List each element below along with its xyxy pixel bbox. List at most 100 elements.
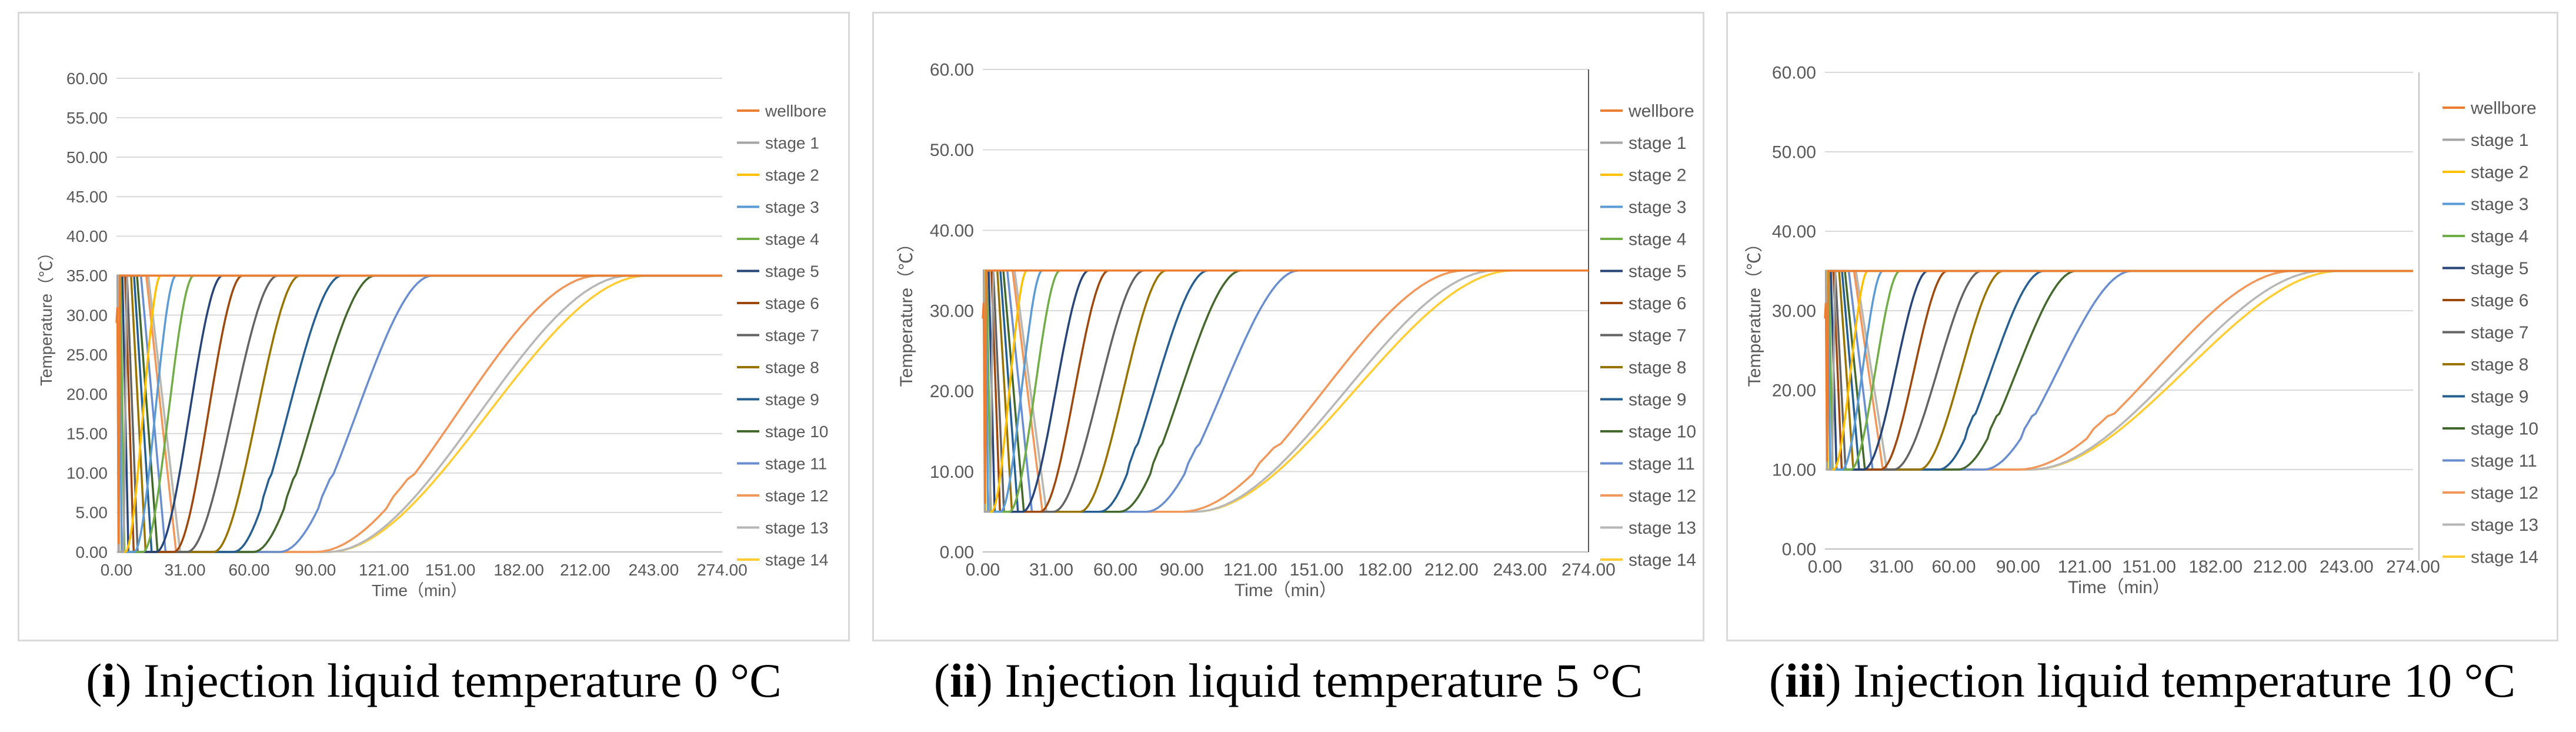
y-tick-label: 25.00 — [66, 345, 108, 364]
y-tick-label: 30.00 — [930, 302, 974, 321]
legend-label: stage 1 — [1629, 134, 1686, 153]
y-axis-label: Temperature（℃） — [897, 235, 916, 387]
series-line-stage-8 — [1825, 269, 2413, 471]
legend-label: stage 13 — [765, 518, 828, 537]
legend-label: stage 12 — [2471, 484, 2538, 503]
x-tick-label: 90.00 — [295, 561, 336, 579]
caption-1: (i) Injection liquid temperature 0 °C — [86, 654, 782, 707]
y-tick-label: 0.00 — [1782, 540, 1816, 560]
series-line-stage-9 — [983, 269, 1589, 513]
legend-label: stage 7 — [1629, 326, 1686, 345]
legend-label: stage 3 — [1629, 198, 1686, 217]
x-tick-label: 121.00 — [2058, 557, 2112, 577]
caption-2: (ii) Injection liquid temperature 5 °C — [933, 654, 1643, 707]
x-tick-label: 274.00 — [2386, 557, 2440, 577]
x-tick-label: 151.00 — [425, 561, 476, 579]
y-tick-label: 10.00 — [930, 463, 974, 482]
series-line-stage-13 — [116, 274, 722, 553]
x-tick-label: 121.00 — [1223, 560, 1277, 580]
legend-label: stage 12 — [1629, 487, 1696, 506]
series-line-stage-12 — [1825, 269, 2413, 471]
legend-label: stage 1 — [765, 134, 819, 152]
y-tick-label: 50.00 — [66, 148, 108, 167]
x-tick-label: 274.00 — [697, 561, 748, 579]
legend-label: wellbore — [765, 102, 826, 120]
legend-label: stage 2 — [2471, 163, 2528, 182]
x-tick-label: 60.00 — [1931, 557, 1976, 577]
series-line-stage-12 — [116, 274, 722, 553]
legend-label: stage 1 — [2471, 131, 2528, 150]
series-line-wellbore — [982, 269, 1589, 504]
chart-1-svg: 0.00 5.00 10.00 15.00 20.00 25.00 30.00 35.00 40… — [37, 69, 828, 600]
x-tick-label: 90.00 — [1996, 557, 2040, 577]
series-line-stage-10 — [983, 269, 1589, 513]
series-line-stage-1 — [116, 274, 722, 553]
series-line-stage-5 — [1825, 269, 2413, 471]
x-axis-label: Time（min） — [1234, 581, 1337, 600]
y-tick-label: 5.00 — [76, 504, 108, 522]
caption-1-num: i — [102, 654, 116, 707]
legend-label: stage 10 — [1629, 422, 1696, 442]
x-tick-label: 0.00 — [966, 560, 1000, 580]
chart-panel-1: 0.00 5.00 10.00 15.00 20.00 25.00 30.00 35.00 40… — [18, 12, 850, 641]
y-tick-label: 40.00 — [930, 221, 974, 241]
x-tick-label: 243.00 — [1493, 560, 1547, 580]
legend-label: stage 5 — [765, 262, 819, 280]
caption-2-text: Injection liquid temperature 5 °C — [992, 654, 1643, 707]
caption-3-num: iii — [1785, 654, 1826, 707]
series-line-stage-7 — [983, 269, 1589, 513]
y-tick-label: 45.00 — [66, 188, 108, 206]
legend-label: stage 9 — [765, 390, 819, 408]
series-line-stage-3 — [116, 274, 722, 553]
series-line-stage-4 — [983, 269, 1589, 513]
legend-label: stage 8 — [1629, 358, 1686, 378]
series-line-stage-8 — [116, 274, 722, 553]
legend-label: stage 10 — [2471, 420, 2538, 439]
x-tick-label: 31.00 — [164, 561, 205, 579]
legend-label: wellbore — [1628, 102, 1694, 121]
caption-1-text: Injection liquid temperature 0 °C — [131, 654, 782, 707]
legend-label: stage 14 — [765, 551, 828, 569]
y-tick-label: 30.00 — [66, 306, 108, 324]
legend-label: stage 3 — [765, 198, 819, 216]
legend-label: stage 11 — [2471, 451, 2537, 471]
y-tick-label: 50.00 — [930, 141, 974, 160]
x-tick-label: 182.00 — [493, 561, 544, 579]
caption-2-num: ii — [950, 654, 977, 707]
series-line-stage-13 — [983, 269, 1589, 513]
series-line-stage-3 — [983, 269, 1589, 513]
y-tick-label: 20.00 — [930, 382, 974, 401]
chart-panel-3: 0.00 10.00 20.00 30.00 40.00 50.00 60.00 0.00 31… — [1726, 12, 2558, 641]
legend-label: stage 11 — [1629, 454, 1695, 474]
chart-2-svg: 0.00 10.00 20.00 30.00 40.00 50.00 60.00 0.00 31… — [897, 61, 1696, 601]
caption-3: (iii) Injection liquid temperature 10 °C — [1769, 654, 2516, 707]
y-tick-label: 35.00 — [66, 267, 108, 285]
x-tick-label: 0.00 — [101, 561, 133, 579]
series-line-stage-6 — [116, 274, 722, 553]
series-line-stage-2 — [983, 269, 1589, 513]
legend-label: stage 13 — [2471, 515, 2538, 535]
y-tick-label: 50.00 — [1772, 143, 1816, 162]
x-tick-label: 274.00 — [1561, 560, 1616, 580]
legend-label: stage 5 — [2471, 259, 2528, 278]
series-line-stage-7 — [116, 274, 722, 553]
legend-label: stage 4 — [2471, 227, 2528, 247]
y-tick-label: 10.00 — [1772, 461, 1816, 480]
legend-label: stage 14 — [1629, 551, 1696, 570]
y-tick-label: 0.00 — [76, 543, 108, 561]
legend-label: stage 8 — [765, 358, 819, 377]
x-tick-label: 60.00 — [229, 561, 270, 579]
x-tick-label: 60.00 — [1093, 560, 1137, 580]
legend-label: stage 14 — [2471, 548, 2538, 567]
series-line-stage-6 — [1825, 269, 2413, 471]
series-line-stage-11 — [1825, 269, 2413, 471]
series-line-stage-8 — [983, 269, 1589, 513]
y-tick-label: 40.00 — [66, 227, 108, 245]
chart-3-svg: 0.00 10.00 20.00 30.00 40.00 50.00 60.00 0.00 31… — [1745, 64, 2538, 598]
x-axis-label: Time（min） — [372, 581, 467, 600]
x-tick-label: 31.00 — [1029, 560, 1073, 580]
y-tick-label: 15.00 — [66, 425, 108, 443]
series-line-wellbore — [115, 274, 722, 544]
y-tick-label: 10.00 — [66, 464, 108, 483]
series-line-stage-3 — [1825, 269, 2413, 471]
